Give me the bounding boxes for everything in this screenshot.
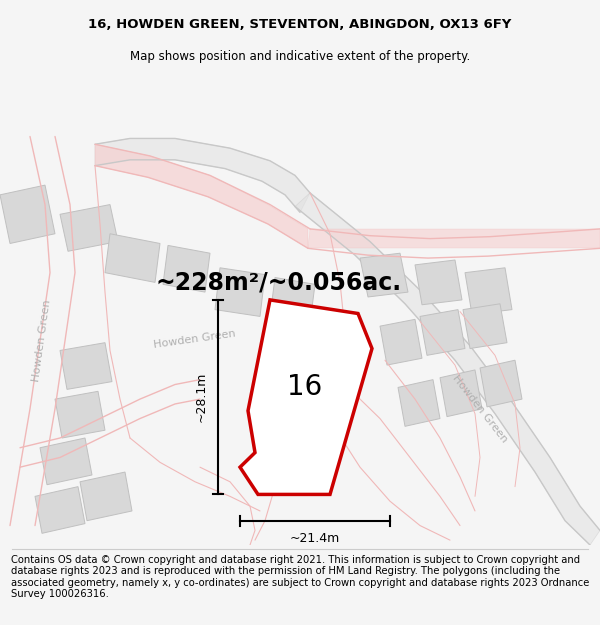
- Polygon shape: [163, 246, 210, 292]
- Polygon shape: [40, 438, 92, 485]
- Text: Howden Green: Howden Green: [451, 373, 509, 444]
- Polygon shape: [215, 268, 265, 316]
- Polygon shape: [295, 193, 600, 545]
- Polygon shape: [80, 472, 132, 521]
- Polygon shape: [95, 138, 310, 212]
- Text: Contains OS data © Crown copyright and database right 2021. This information is : Contains OS data © Crown copyright and d…: [11, 554, 589, 599]
- Text: ~228m²/~0.056ac.: ~228m²/~0.056ac.: [155, 271, 401, 294]
- Polygon shape: [415, 260, 462, 305]
- Polygon shape: [380, 319, 422, 365]
- Polygon shape: [55, 391, 105, 438]
- Polygon shape: [398, 379, 440, 426]
- Polygon shape: [240, 300, 372, 494]
- Polygon shape: [60, 342, 112, 389]
- Polygon shape: [463, 304, 507, 349]
- Polygon shape: [308, 229, 600, 248]
- Polygon shape: [440, 370, 482, 417]
- Polygon shape: [420, 309, 465, 356]
- Text: Howden Green: Howden Green: [154, 328, 236, 349]
- Text: 16, HOWDEN GREEN, STEVENTON, ABINGDON, OX13 6FY: 16, HOWDEN GREEN, STEVENTON, ABINGDON, O…: [88, 19, 512, 31]
- Polygon shape: [60, 204, 118, 251]
- Text: 16: 16: [287, 373, 323, 401]
- Polygon shape: [105, 234, 160, 282]
- Polygon shape: [360, 253, 408, 297]
- Text: ~21.4m: ~21.4m: [290, 532, 340, 546]
- Polygon shape: [35, 487, 85, 533]
- Polygon shape: [270, 278, 315, 323]
- Polygon shape: [480, 360, 522, 407]
- Polygon shape: [465, 268, 512, 314]
- Text: ~28.1m: ~28.1m: [195, 372, 208, 423]
- Text: Howden Green: Howden Green: [31, 299, 53, 382]
- Text: Map shows position and indicative extent of the property.: Map shows position and indicative extent…: [130, 50, 470, 62]
- Polygon shape: [0, 185, 55, 244]
- Polygon shape: [95, 144, 308, 248]
